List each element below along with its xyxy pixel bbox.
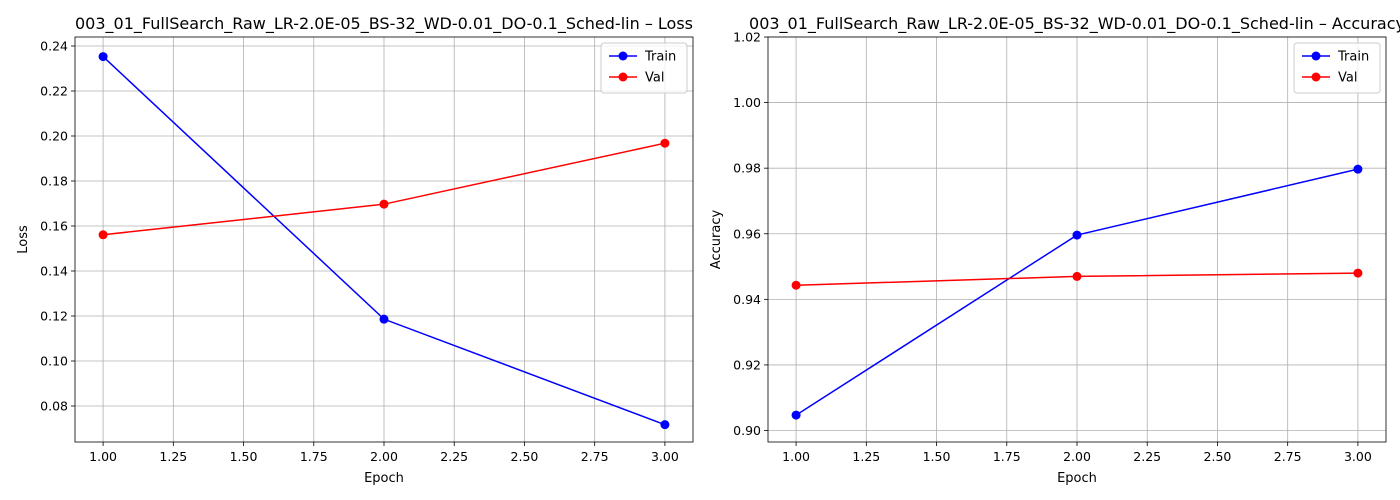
x-tick-label: 2.50 bbox=[1204, 449, 1232, 464]
legend-marker-train bbox=[618, 51, 628, 61]
data-point-train bbox=[98, 52, 108, 62]
axes-frame bbox=[767, 36, 1387, 443]
x-tick-label: 2.75 bbox=[581, 449, 609, 464]
y-tick-label: 0.20 bbox=[40, 129, 68, 144]
data-point-val bbox=[660, 138, 670, 148]
data-point-train bbox=[791, 410, 801, 420]
legend-marker-val bbox=[618, 72, 628, 82]
data-point-val bbox=[1353, 268, 1363, 278]
chart-title: 003_01_FullSearch_Raw_LR-2.0E-05_BS-32_W… bbox=[75, 14, 693, 34]
data-point-train bbox=[379, 314, 389, 324]
x-tick-label: 2.00 bbox=[370, 449, 398, 464]
data-point-train bbox=[1353, 164, 1363, 174]
y-tick-label: 0.08 bbox=[40, 399, 68, 414]
y-tick-label: 0.18 bbox=[40, 174, 68, 189]
data-point-val bbox=[1072, 271, 1082, 281]
legend-marker-train bbox=[1311, 51, 1321, 61]
x-tick-label: 1.75 bbox=[300, 449, 328, 464]
chart-title: 003_01_FullSearch_Raw_LR-2.0E-05_BS-32_W… bbox=[749, 14, 1400, 34]
y-tick-label: 0.92 bbox=[733, 357, 761, 372]
y-tick-label: 0.16 bbox=[40, 219, 68, 234]
axes-frame bbox=[74, 36, 694, 443]
legend-label-train: Train bbox=[1337, 50, 1369, 65]
legend-label-train: Train bbox=[644, 50, 676, 65]
x-axis-label: Epoch bbox=[364, 471, 404, 486]
data-point-val bbox=[791, 280, 801, 290]
y-tick-label: 0.12 bbox=[40, 309, 68, 324]
y-tick-label: 0.24 bbox=[40, 39, 68, 54]
y-tick-label: 0.14 bbox=[40, 264, 68, 279]
x-axis-label: Epoch bbox=[1057, 471, 1097, 486]
data-point-train bbox=[1072, 230, 1082, 240]
x-tick-label: 2.00 bbox=[1063, 449, 1091, 464]
x-tick-label: 3.00 bbox=[651, 449, 679, 464]
x-tick-label: 1.25 bbox=[159, 449, 187, 464]
legend: Train Val bbox=[1293, 42, 1381, 94]
x-tick-label: 1.25 bbox=[852, 449, 880, 464]
x-tick-label: 2.50 bbox=[511, 449, 539, 464]
chart-1: 1.00 1.25 1.50 1.75 2.00 2.25 2.50 2.75 3.00 0.90… bbox=[709, 14, 1400, 486]
y-axis-label: Loss bbox=[16, 225, 31, 254]
y-tick-label: 0.98 bbox=[733, 161, 761, 176]
x-tick-label: 1.00 bbox=[89, 449, 117, 464]
y-axis-label: Accuracy bbox=[709, 210, 724, 270]
y-tick-label: 0.90 bbox=[733, 423, 761, 438]
chart-0: 1.00 1.25 1.50 1.75 2.00 2.25 2.50 2.75 3.00 0.08… bbox=[16, 14, 694, 486]
y-tick-label: 0.96 bbox=[733, 226, 761, 241]
y-tick-label: 1.00 bbox=[733, 95, 761, 110]
legend-label-val: Val bbox=[645, 71, 664, 86]
x-tick-label: 1.50 bbox=[230, 449, 258, 464]
legend-marker-val bbox=[1311, 72, 1321, 82]
x-tick-label: 1.00 bbox=[782, 449, 810, 464]
x-tick-label: 2.75 bbox=[1274, 449, 1302, 464]
legend: Train Val bbox=[600, 42, 688, 94]
data-point-train bbox=[660, 420, 670, 430]
data-point-val bbox=[98, 230, 108, 240]
y-tick-label: 0.94 bbox=[733, 292, 761, 307]
legend-label-val: Val bbox=[1338, 71, 1357, 86]
x-tick-label: 1.75 bbox=[993, 449, 1021, 464]
y-tick-label: 0.10 bbox=[40, 354, 68, 369]
x-tick-label: 2.25 bbox=[1133, 449, 1161, 464]
x-tick-label: 3.00 bbox=[1344, 449, 1372, 464]
x-tick-label: 2.25 bbox=[440, 449, 468, 464]
data-point-val bbox=[379, 199, 389, 209]
x-tick-label: 1.50 bbox=[923, 449, 951, 464]
y-tick-label: 1.02 bbox=[733, 30, 761, 45]
y-tick-label: 0.22 bbox=[40, 84, 68, 99]
